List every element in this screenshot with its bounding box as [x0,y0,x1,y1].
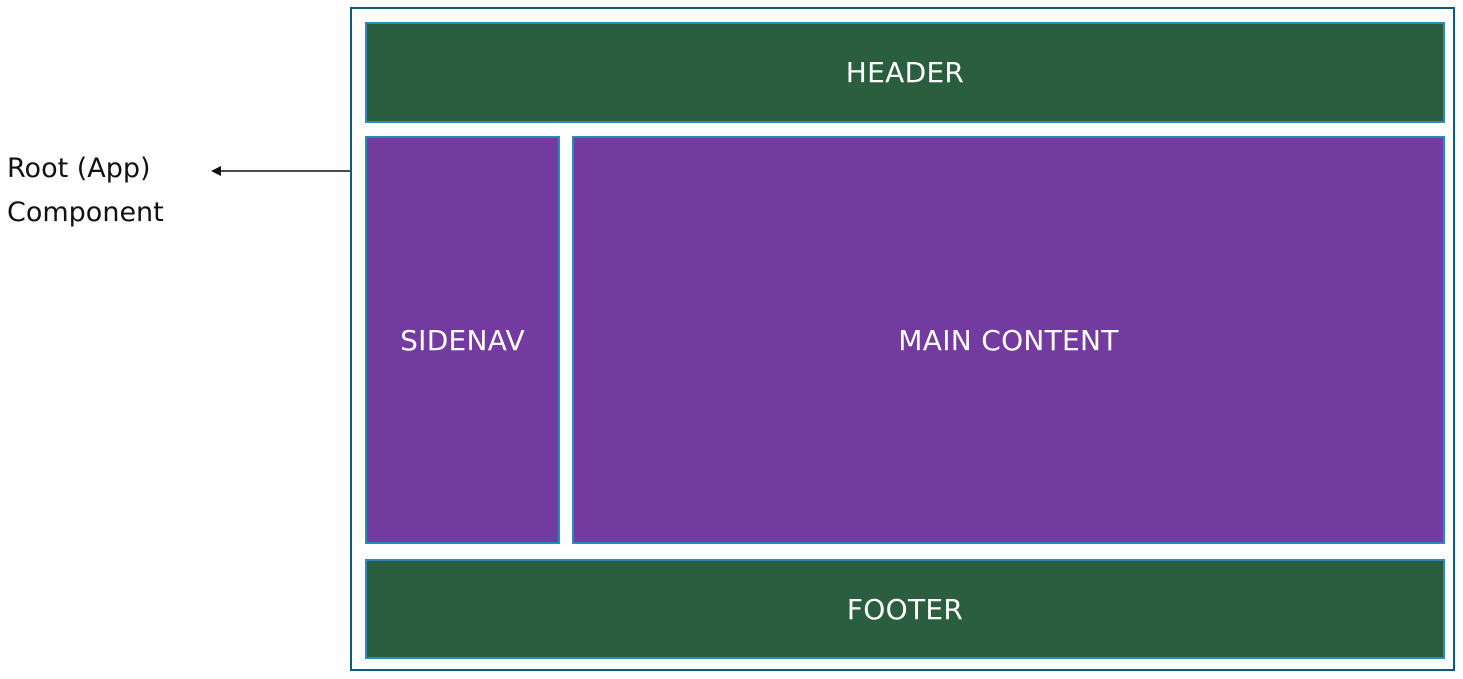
root-app-container: HEADER SIDENAV MAIN CONTENT FOOTER [350,7,1455,671]
main-content-label: MAIN CONTENT [898,323,1119,357]
root-label-line-2: Component [7,197,164,228]
sidenav-block: SIDENAV [365,136,560,544]
header-block: HEADER [365,22,1445,123]
footer-block: FOOTER [365,559,1445,659]
footer-label: FOOTER [846,592,964,626]
root-label-line-1: Root (App) [7,153,151,184]
sidenav-label: SIDENAV [400,323,525,357]
root-component-label: Root (App) Component [7,147,164,235]
main-content-block: MAIN CONTENT [572,136,1445,544]
arrow-icon [211,166,351,176]
header-label: HEADER [845,56,965,89]
